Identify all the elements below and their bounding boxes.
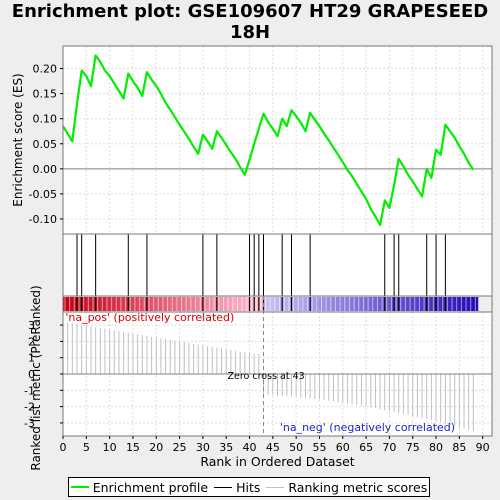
xtick-label: 0	[60, 441, 67, 454]
metric-ytick-label: -2	[24, 401, 35, 414]
metric-ytick-label: 3	[28, 319, 35, 332]
es-ytick-label: -0.05	[29, 188, 57, 201]
xtick-label: 20	[149, 441, 163, 454]
xtick-label: 25	[173, 441, 187, 454]
legend: Enrichment profile Hits Ranking metric s…	[68, 477, 430, 497]
pos-label: 'na_pos' (positively correlated)	[65, 311, 234, 324]
metric-ytick-label: 0	[28, 368, 35, 381]
xtick-label: 60	[336, 441, 350, 454]
metric-ytick-label: 1	[28, 352, 35, 365]
xtick-label: 55	[312, 441, 326, 454]
xtick-label: 30	[196, 441, 210, 454]
legend-item-hits: Hits	[214, 480, 260, 495]
xtick-label: 85	[452, 441, 466, 454]
xtick-label: 15	[126, 441, 140, 454]
legend-label-ranking-metric: Ranking metric scores	[288, 479, 428, 495]
legend-label-enrichment-profile: Enrichment profile	[92, 479, 209, 495]
legend-swatch-enrichment-profile	[70, 486, 89, 488]
xtick-label: 50	[289, 441, 303, 454]
zero-cross-label: Zero cross at 43	[228, 371, 305, 382]
x-axis-label: Rank in Ordered Dataset	[200, 454, 354, 469]
xtick-label: 65	[359, 441, 373, 454]
metric-ytick-label: 2	[28, 335, 35, 348]
xtick-label: 45	[266, 441, 280, 454]
es-ytick-label: 0.15	[33, 88, 58, 101]
legend-swatch-hits	[214, 486, 233, 488]
legend-swatch-ranking-metric	[266, 486, 285, 488]
metric-ytick-label: -3	[24, 417, 35, 430]
metric-ytick-label: -1	[24, 384, 35, 397]
xtick-label: 40	[243, 441, 257, 454]
xtick-label: 10	[103, 441, 117, 454]
xtick-label: 5	[83, 441, 90, 454]
es-ytick-label: 0.05	[33, 138, 58, 151]
xtick-label: 90	[476, 441, 490, 454]
xtick-label: 80	[429, 441, 443, 454]
xtick-label: 75	[406, 441, 420, 454]
es-ytick-label: 0.20	[33, 63, 58, 76]
enrichment-profile-line	[62, 54, 475, 227]
chart-title: Enrichment plot: GSE109607 HT29 GRAPESEE…	[11, 1, 489, 43]
xtick-label: 35	[219, 441, 233, 454]
es-ytick-label: 0.10	[33, 113, 58, 126]
legend-item-ranking-metric: Ranking metric scores	[266, 480, 427, 495]
es-y-axis-label: Enrichment score (ES)	[11, 73, 25, 206]
es-panel-bg	[63, 46, 492, 234]
hits-panel-bg	[63, 234, 492, 296]
legend-item-enrichment-profile: Enrichment profile	[70, 479, 209, 495]
es-ytick-label: -0.10	[29, 213, 57, 226]
xtick-label: 70	[382, 441, 396, 454]
es-ytick-label: 0.00	[33, 163, 58, 176]
neg-label: 'na_neg' (negatively correlated)	[280, 421, 455, 434]
metric-y-axis-label: Ranked list metric (PreRanked)	[29, 285, 43, 470]
legend-label-hits: Hits	[236, 479, 261, 495]
